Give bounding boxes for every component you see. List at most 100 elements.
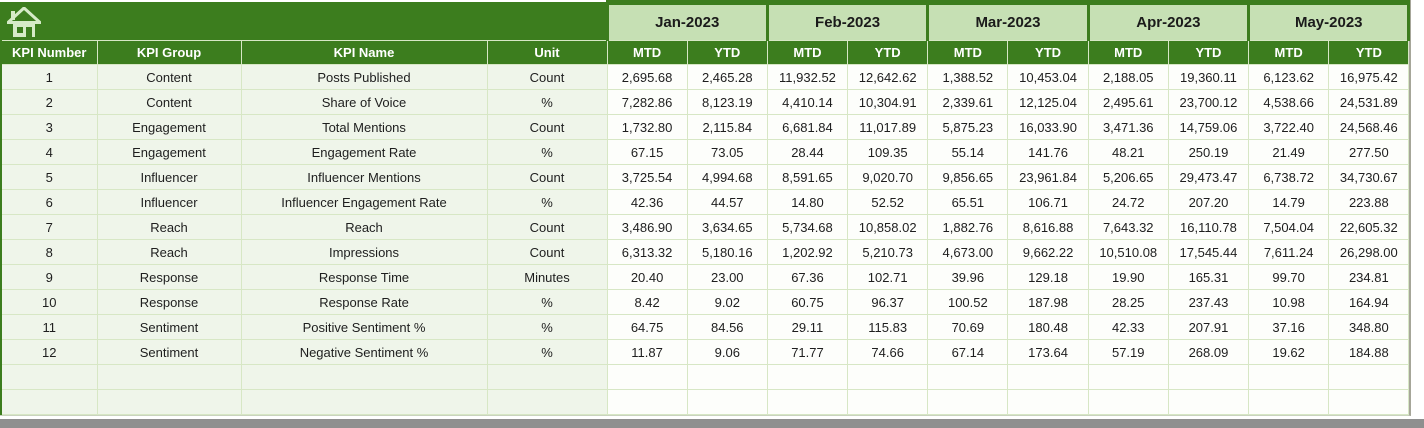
home-button[interactable] <box>1 2 607 41</box>
value-cell[interactable]: 24.72 <box>1087 189 1169 215</box>
empty-cell[interactable] <box>486 389 608 415</box>
value-cell[interactable]: 4,410.14 <box>766 89 849 115</box>
value-cell[interactable]: 2,695.68 <box>606 64 688 90</box>
col-header-unit[interactable]: Unit <box>486 40 608 65</box>
unit-cell[interactable]: % <box>486 314 608 340</box>
value-cell[interactable]: 5,734.68 <box>766 214 849 240</box>
empty-cell[interactable] <box>1007 389 1089 415</box>
kpi-group-cell[interactable]: Sentiment <box>96 339 242 365</box>
kpi-name-cell[interactable]: Positive Sentiment % <box>240 314 488 340</box>
kpi-number-cell[interactable]: 12 <box>0 339 98 365</box>
value-cell[interactable]: 207.20 <box>1167 189 1250 215</box>
value-cell[interactable]: 28.25 <box>1087 289 1169 315</box>
value-cell[interactable]: 9,020.70 <box>847 164 929 190</box>
value-cell[interactable]: 10,858.02 <box>847 214 929 240</box>
empty-cell[interactable] <box>927 389 1009 415</box>
value-cell[interactable]: 84.56 <box>686 314 768 340</box>
col-header-ytd-may[interactable]: YTD <box>1328 40 1410 65</box>
value-cell[interactable]: 165.31 <box>1167 264 1250 290</box>
value-cell[interactable]: 4,538.66 <box>1248 89 1330 115</box>
value-cell[interactable]: 37.16 <box>1248 314 1330 340</box>
value-cell[interactable]: 12,125.04 <box>1007 89 1089 115</box>
value-cell[interactable]: 348.80 <box>1328 314 1410 340</box>
empty-cell[interactable] <box>1328 364 1410 390</box>
kpi-number-cell[interactable]: 10 <box>0 289 98 315</box>
value-cell[interactable]: 7,282.86 <box>606 89 688 115</box>
value-cell[interactable]: 4,994.68 <box>686 164 768 190</box>
value-cell[interactable]: 42.36 <box>606 189 688 215</box>
value-cell[interactable]: 14,759.06 <box>1167 114 1250 140</box>
value-cell[interactable]: 99.70 <box>1248 264 1330 290</box>
value-cell[interactable]: 5,875.23 <box>927 114 1009 140</box>
value-cell[interactable]: 250.19 <box>1167 139 1250 165</box>
month-header-apr[interactable]: Apr-2023 <box>1086 0 1251 41</box>
value-cell[interactable]: 268.09 <box>1167 339 1250 365</box>
value-cell[interactable]: 3,486.90 <box>606 214 688 240</box>
value-cell[interactable]: 70.69 <box>927 314 1009 340</box>
kpi-name-cell[interactable]: Share of Voice <box>240 89 488 115</box>
value-cell[interactable]: 71.77 <box>766 339 849 365</box>
col-header-mtd-apr[interactable]: MTD <box>1087 40 1169 65</box>
value-cell[interactable]: 5,180.16 <box>686 239 768 265</box>
value-cell[interactable]: 73.05 <box>686 139 768 165</box>
value-cell[interactable]: 173.64 <box>1007 339 1089 365</box>
value-cell[interactable]: 11.87 <box>606 339 688 365</box>
col-header-ytd-feb[interactable]: YTD <box>847 40 929 65</box>
value-cell[interactable]: 39.96 <box>927 264 1009 290</box>
kpi-number-cell[interactable]: 4 <box>0 139 98 165</box>
value-cell[interactable]: 109.35 <box>847 139 929 165</box>
empty-cell[interactable] <box>240 364 488 390</box>
value-cell[interactable]: 21.49 <box>1248 139 1330 165</box>
value-cell[interactable]: 3,722.40 <box>1248 114 1330 140</box>
value-cell[interactable]: 10,510.08 <box>1087 239 1169 265</box>
value-cell[interactable]: 9.06 <box>686 339 768 365</box>
unit-cell[interactable]: % <box>486 89 608 115</box>
kpi-number-cell[interactable]: 1 <box>0 64 98 90</box>
value-cell[interactable]: 184.88 <box>1328 339 1410 365</box>
value-cell[interactable]: 6,738.72 <box>1248 164 1330 190</box>
value-cell[interactable]: 26,298.00 <box>1328 239 1410 265</box>
col-header-kpi-number[interactable]: KPI Number <box>0 40 98 65</box>
kpi-number-cell[interactable]: 8 <box>0 239 98 265</box>
kpi-name-cell[interactable]: Posts Published <box>240 64 488 90</box>
value-cell[interactable]: 14.80 <box>766 189 849 215</box>
kpi-group-cell[interactable]: Sentiment <box>96 314 242 340</box>
value-cell[interactable]: 16,033.90 <box>1007 114 1089 140</box>
kpi-number-cell[interactable]: 2 <box>0 89 98 115</box>
empty-cell[interactable] <box>847 364 929 390</box>
value-cell[interactable]: 20.40 <box>606 264 688 290</box>
unit-cell[interactable]: Count <box>486 214 608 240</box>
value-cell[interactable]: 6,681.84 <box>766 114 849 140</box>
empty-cell[interactable] <box>1167 364 1250 390</box>
kpi-group-cell[interactable]: Influencer <box>96 164 242 190</box>
value-cell[interactable]: 1,388.52 <box>927 64 1009 90</box>
col-header-mtd-feb[interactable]: MTD <box>766 40 849 65</box>
value-cell[interactable]: 6,123.62 <box>1248 64 1330 90</box>
kpi-name-cell[interactable]: Reach <box>240 214 488 240</box>
empty-cell[interactable] <box>1087 389 1169 415</box>
kpi-name-cell[interactable]: Negative Sentiment % <box>240 339 488 365</box>
empty-cell[interactable] <box>686 364 768 390</box>
value-cell[interactable]: 277.50 <box>1328 139 1410 165</box>
empty-cell[interactable] <box>0 389 98 415</box>
horizontal-scrollbar[interactable] <box>0 419 1424 428</box>
value-cell[interactable]: 65.51 <box>927 189 1009 215</box>
value-cell[interactable]: 28.44 <box>766 139 849 165</box>
value-cell[interactable]: 16,110.78 <box>1167 214 1250 240</box>
month-header-mar[interactable]: Mar-2023 <box>926 0 1090 41</box>
col-header-ytd-apr[interactable]: YTD <box>1167 40 1250 65</box>
col-header-kpi-name[interactable]: KPI Name <box>240 40 488 65</box>
value-cell[interactable]: 5,210.73 <box>847 239 929 265</box>
value-cell[interactable]: 34,730.67 <box>1328 164 1410 190</box>
empty-cell[interactable] <box>486 364 608 390</box>
value-cell[interactable]: 9,856.65 <box>927 164 1009 190</box>
kpi-group-cell[interactable]: Influencer <box>96 189 242 215</box>
empty-cell[interactable] <box>606 389 688 415</box>
kpi-number-cell[interactable]: 5 <box>0 164 98 190</box>
value-cell[interactable]: 180.48 <box>1007 314 1089 340</box>
value-cell[interactable]: 129.18 <box>1007 264 1089 290</box>
value-cell[interactable]: 16,975.42 <box>1328 64 1410 90</box>
value-cell[interactable]: 187.98 <box>1007 289 1089 315</box>
kpi-name-cell[interactable]: Influencer Mentions <box>240 164 488 190</box>
empty-cell[interactable] <box>96 389 242 415</box>
